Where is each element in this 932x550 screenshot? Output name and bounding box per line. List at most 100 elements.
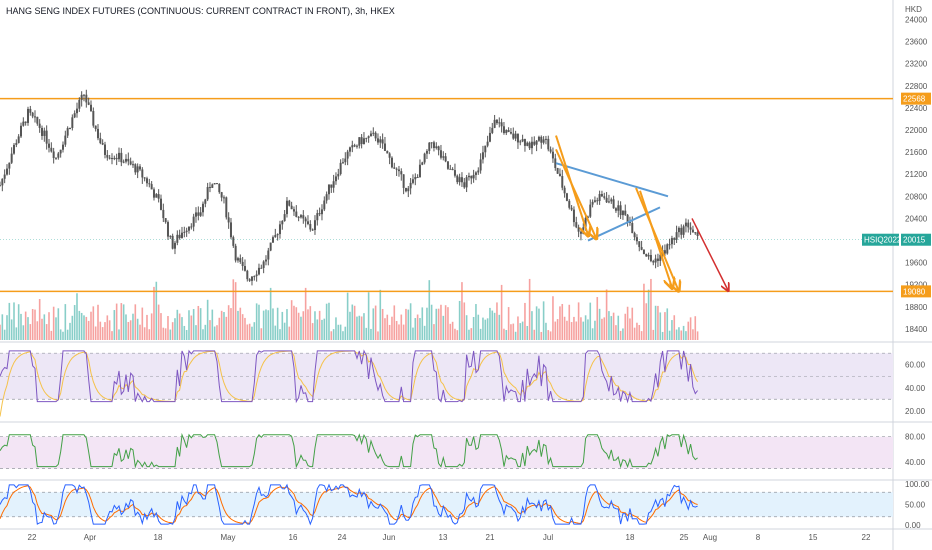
candle-body	[320, 209, 323, 215]
candle-body	[40, 127, 43, 136]
candle-body	[33, 116, 36, 118]
volume-bar	[384, 318, 386, 340]
candle-body	[421, 162, 424, 165]
volume-bar	[99, 321, 102, 340]
price-tick-label: 20400	[905, 214, 928, 223]
volume-bar	[661, 331, 664, 340]
volume-bar	[512, 323, 515, 340]
candle-body	[8, 162, 11, 169]
candle-body	[521, 139, 524, 142]
candle-body	[164, 218, 167, 223]
candle-body	[486, 141, 489, 146]
candle-body	[673, 238, 676, 240]
osc2-band	[0, 436, 893, 469]
price-tick-label: 23200	[905, 60, 928, 69]
volume-bar	[115, 303, 118, 340]
volume-bar	[171, 322, 174, 340]
volume-bar	[437, 308, 440, 340]
volume-bar	[199, 308, 202, 340]
candle-body	[152, 189, 155, 198]
candle-body	[537, 136, 540, 141]
volume-bar	[197, 305, 200, 340]
candle-body	[439, 150, 442, 158]
volume-bar	[311, 323, 314, 340]
candle-body	[313, 220, 316, 231]
candle-body	[337, 173, 340, 177]
volume-bar	[204, 324, 207, 340]
volume-bar	[276, 307, 279, 340]
candle-body	[299, 215, 302, 218]
time-tick-label: 18	[154, 533, 163, 542]
candle-body	[397, 169, 400, 172]
volume-bar	[463, 302, 466, 340]
candle-body	[449, 168, 452, 170]
time-tick-label: 16	[289, 533, 298, 542]
volume-bar	[498, 314, 501, 340]
candle-body	[78, 99, 81, 109]
candle-body	[323, 200, 326, 210]
volume-bar	[556, 319, 559, 340]
volume-bar	[120, 303, 123, 340]
time-tick-label: 22	[862, 533, 871, 542]
candle-body	[575, 222, 578, 228]
volume-bar	[216, 325, 218, 340]
volume-bar	[157, 304, 160, 340]
volume-bar	[162, 327, 165, 340]
stoch-tick-label: 50.00	[905, 501, 926, 510]
volume-bar	[59, 329, 62, 340]
level-badge-label: 22568	[903, 95, 926, 104]
volume-bar	[223, 312, 225, 340]
candle-body	[656, 258, 659, 261]
volume-bar	[416, 314, 419, 340]
volume-bar	[393, 305, 396, 340]
candle-body	[614, 208, 617, 211]
candle-body	[243, 266, 246, 271]
volume-bar	[547, 330, 550, 340]
volume-bar	[624, 313, 627, 340]
volume-bar	[442, 315, 445, 340]
candle-body	[677, 227, 680, 233]
candle-body	[73, 113, 76, 118]
volume-bar	[356, 316, 358, 340]
volume-bar	[220, 310, 223, 340]
volume-bar	[391, 316, 393, 340]
volume-bar	[440, 304, 442, 340]
volume-bar	[66, 329, 69, 340]
candle-body	[253, 276, 256, 278]
volume-bar	[269, 287, 272, 340]
candle-body	[631, 223, 634, 234]
candle-body	[288, 200, 291, 206]
volume-bar	[318, 310, 321, 340]
volume-bar	[573, 316, 575, 340]
volume-bar	[129, 320, 132, 340]
candle-body	[54, 157, 57, 159]
candle-body	[477, 170, 480, 173]
volume-bar	[377, 331, 379, 340]
candle-body	[52, 151, 55, 158]
volume-bar	[10, 319, 13, 340]
candle-body	[418, 164, 421, 178]
candle-body	[66, 128, 69, 136]
candle-body	[624, 210, 627, 215]
candle-body	[47, 143, 50, 148]
volume-bar	[195, 325, 197, 340]
volume-bar	[290, 300, 293, 340]
candle-body	[582, 227, 585, 234]
volume-bar	[262, 310, 265, 340]
candle-body	[619, 205, 622, 216]
price-tick-label: 24000	[905, 16, 928, 25]
volume-bar	[41, 318, 43, 340]
candle-body	[180, 232, 183, 238]
time-tick-label: 8	[756, 533, 761, 542]
candle-body	[64, 135, 67, 145]
indicators	[0, 349, 893, 526]
candle-body	[257, 267, 260, 275]
volume-bar	[552, 296, 554, 340]
candle-body	[68, 127, 71, 129]
candle-body	[285, 200, 288, 215]
candle-body	[110, 158, 113, 160]
candle-body	[267, 250, 270, 260]
candle-body	[17, 136, 20, 143]
volume-bar	[188, 310, 190, 340]
